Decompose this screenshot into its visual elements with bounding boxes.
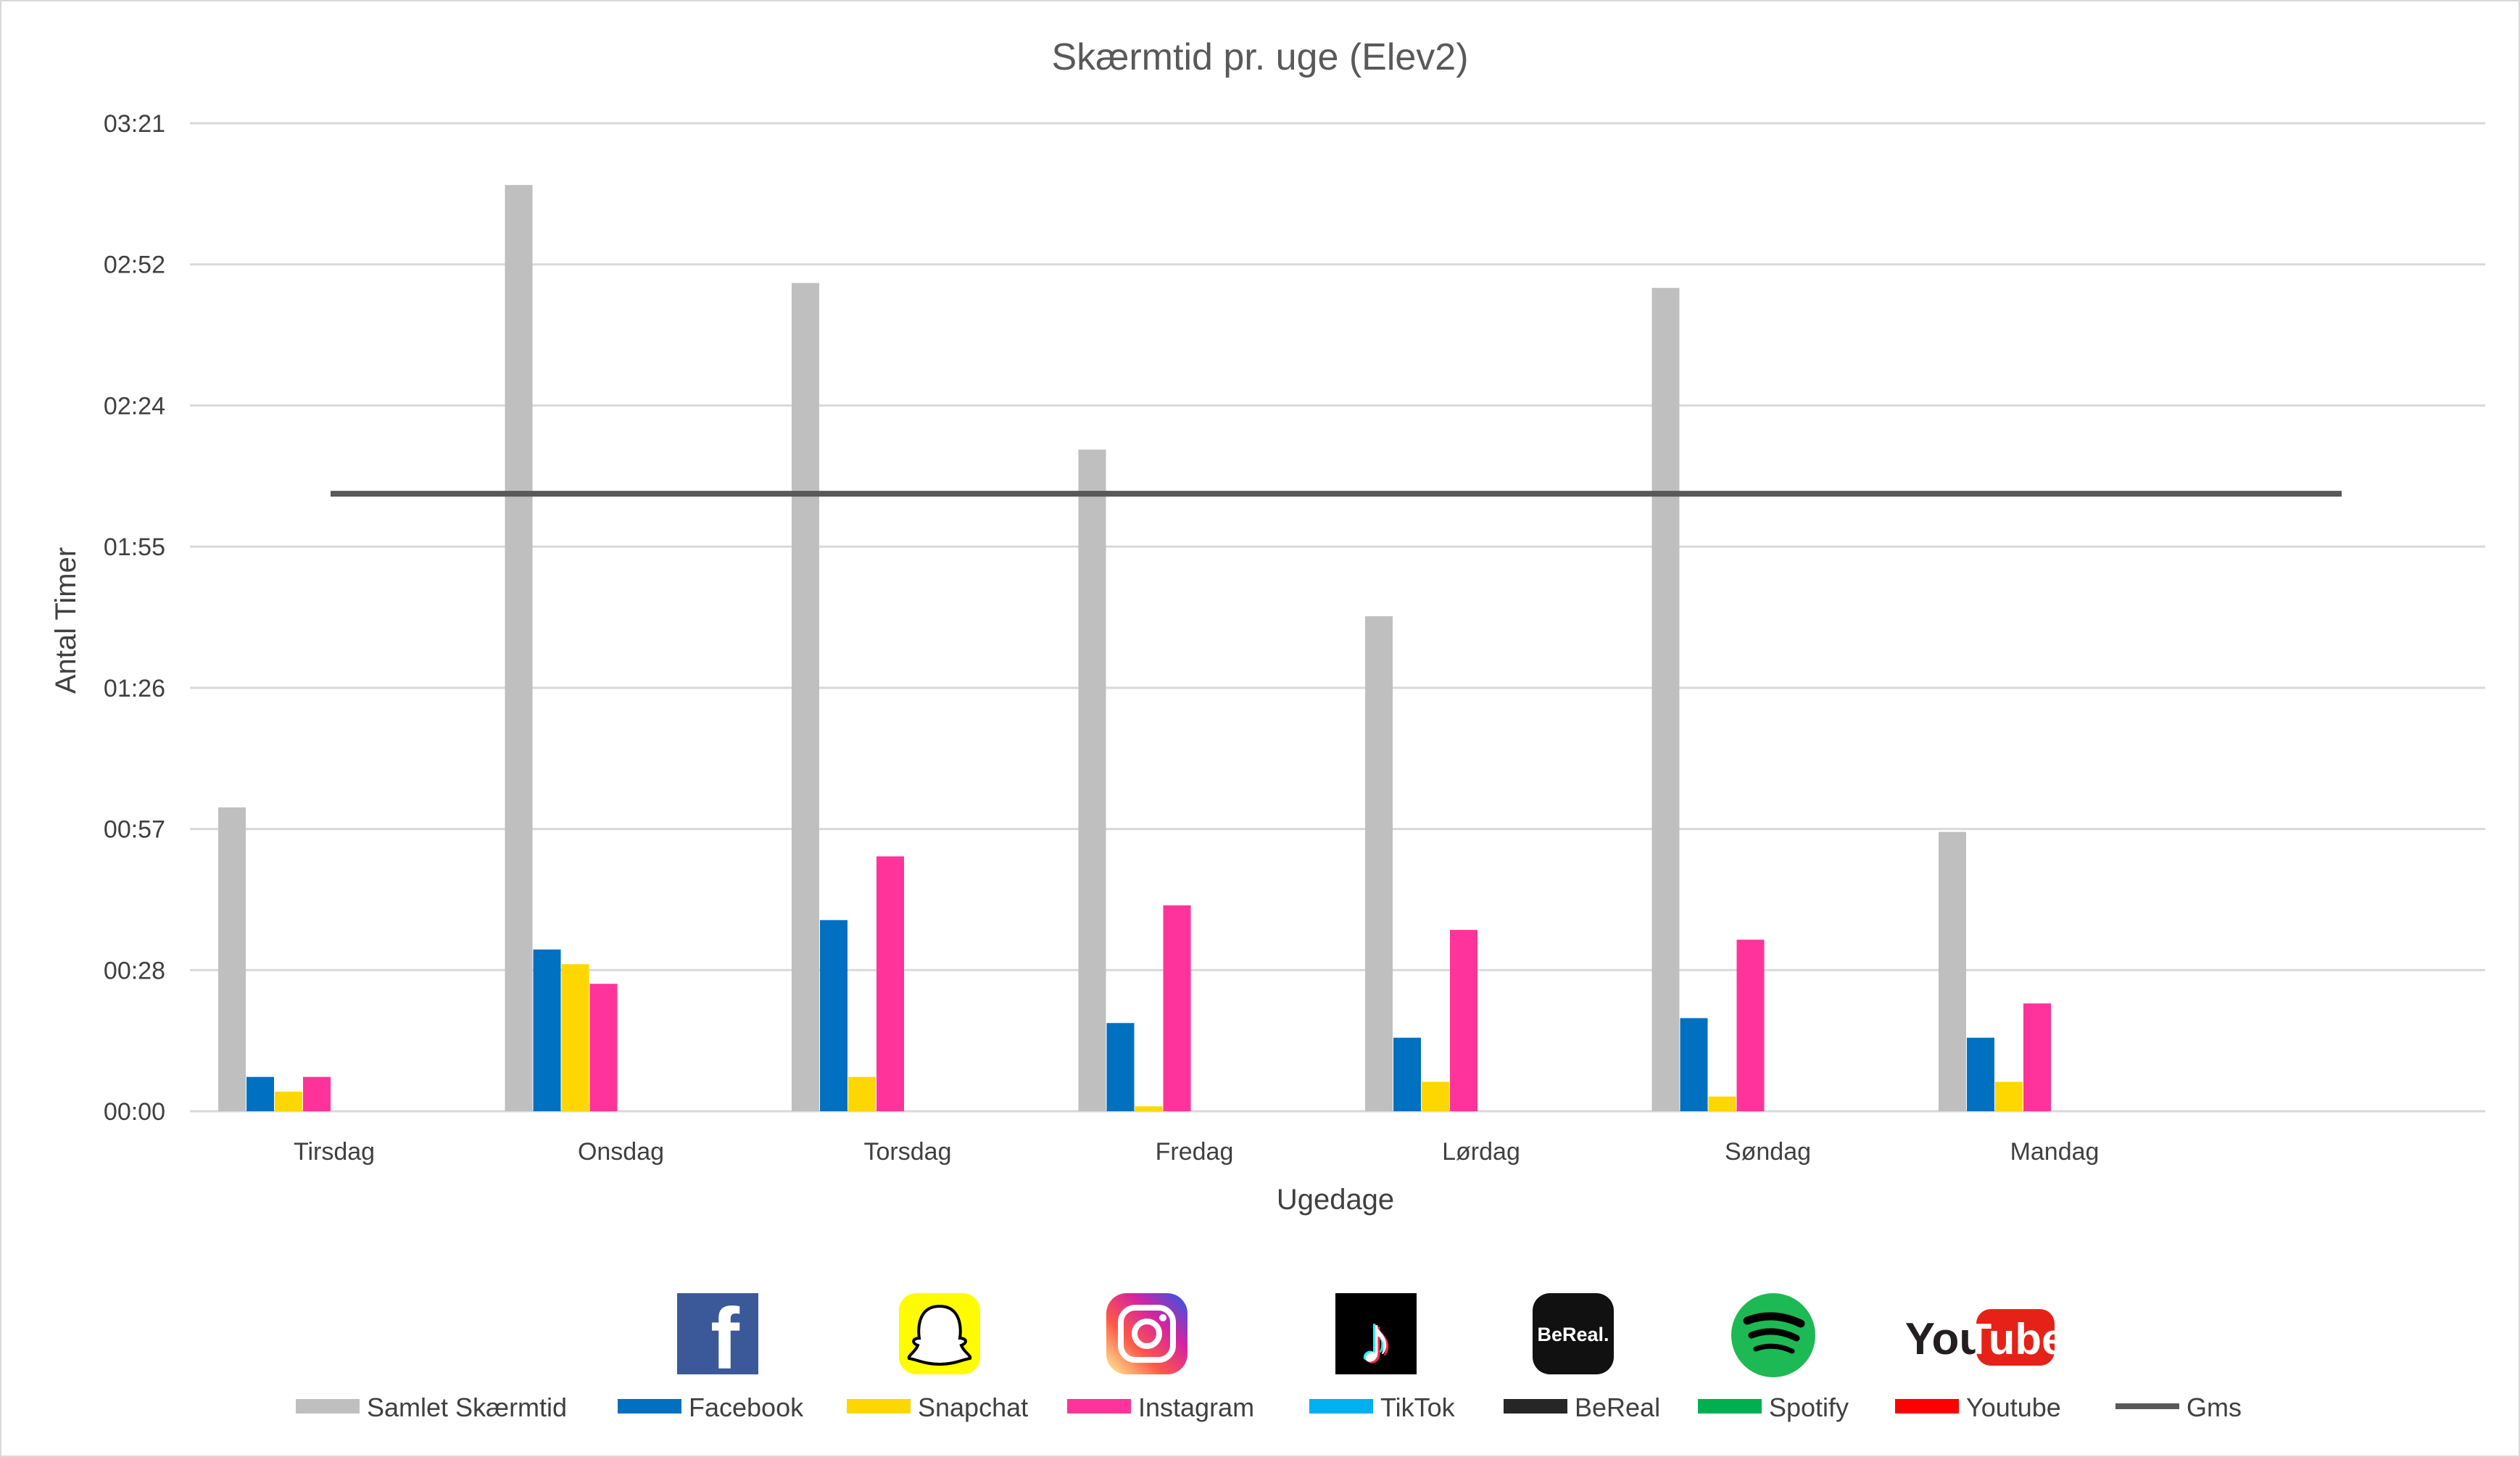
bar-facebook-onsdag — [533, 949, 561, 1111]
bar-snapchat-fredag — [1135, 1106, 1163, 1111]
svg-text:Tube: Tube — [1965, 1315, 2066, 1363]
bar-samlet-skærmtid-lørdag — [1365, 616, 1393, 1111]
legend-swatch — [1067, 1399, 1131, 1414]
legend-swatch — [1895, 1399, 1959, 1414]
tiktok-logo-icon: ♪♪♪ — [1335, 1293, 1417, 1379]
bereal-logo-icon: BeReal. — [1533, 1293, 1614, 1374]
legend-label: Spotify — [1769, 1392, 1849, 1422]
legend-item-samlet-skærmtid: Samlet Skærmtid — [296, 1392, 567, 1422]
spotify-logo-icon — [1731, 1293, 1815, 1377]
svg-text:BeReal.: BeReal. — [1537, 1324, 1609, 1345]
bar-instagram-mandag — [2023, 1003, 2051, 1111]
legend-item-spotify: Spotify — [1698, 1392, 1849, 1422]
bar-instagram-søndag — [1736, 939, 1765, 1111]
facebook-logo-icon: f — [677, 1290, 758, 1387]
legend-label: Samlet Skærmtid — [367, 1392, 567, 1422]
bar-samlet-skærmtid-mandag — [1939, 831, 1966, 1111]
bar-facebook-tirsdag — [246, 1076, 274, 1111]
bar-snapchat-søndag — [1708, 1096, 1736, 1111]
snapchat-logo-icon — [899, 1293, 980, 1374]
legend-label: Youtube — [1966, 1392, 2061, 1422]
svg-text:♪: ♪ — [1357, 1302, 1390, 1376]
bar-instagram-onsdag — [589, 984, 618, 1111]
x-axis-title: Ugedage — [1277, 1184, 1394, 1216]
svg-text:♪: ♪ — [1361, 1305, 1395, 1379]
bar-instagram-torsdag — [876, 856, 904, 1111]
bar-instagram-tirsdag — [303, 1076, 331, 1111]
x-tick-label: Tirsdag — [294, 1138, 375, 1166]
bar-samlet-skærmtid-tirsdag — [218, 807, 246, 1111]
y-tick-label: 02:24 — [104, 392, 165, 420]
y-axis-tick-labels: 00:00 00:28 00:57 01:26 01:55 02:24 02:52 03:21 — [104, 110, 165, 1126]
legend-item-instagram: Instagram — [1067, 1392, 1254, 1422]
y-tick-label: 02:52 — [104, 252, 165, 279]
x-tick-label: Fredag — [1156, 1138, 1234, 1166]
legend-label: Facebook — [689, 1392, 804, 1422]
y-axis-title: Antal Timer — [50, 547, 82, 694]
legend-item-tiktok: TikTok — [1309, 1392, 1456, 1422]
y-tick-label: 00:57 — [104, 816, 165, 844]
bar-snapchat-mandag — [1995, 1082, 2023, 1111]
bar-snapchat-onsdag — [561, 964, 589, 1111]
instagram-logo-icon — [1106, 1293, 1188, 1374]
y-tick-label: 00:28 — [104, 957, 165, 984]
bar-snapchat-lørdag — [1422, 1082, 1449, 1111]
legend-label: Snapchat — [918, 1392, 1028, 1422]
legend-swatch — [1309, 1399, 1373, 1414]
legend-swatch — [296, 1399, 360, 1414]
x-tick-label: Søndag — [1725, 1138, 1811, 1166]
bar-facebook-torsdag — [820, 920, 847, 1111]
svg-text:♪: ♪ — [1359, 1303, 1393, 1377]
y-tick-label: 01:55 — [104, 534, 165, 561]
x-tick-label: Mandag — [2010, 1138, 2100, 1166]
legend-label: BeReal — [1575, 1392, 1660, 1422]
legend-item-snapchat: Snapchat — [847, 1392, 1028, 1422]
legend-label: Instagram — [1138, 1392, 1254, 1422]
bar-snapchat-tirsdag — [275, 1091, 302, 1111]
legend-item-gms: Gms — [2115, 1392, 2242, 1422]
bar-facebook-mandag — [1967, 1037, 1994, 1111]
legend-label: TikTok — [1380, 1392, 1456, 1422]
legend-swatch — [618, 1399, 681, 1414]
legend-swatch — [1698, 1399, 1762, 1414]
x-axis-tick-labels: Tirsdag Onsdag Torsdag Fredag Lørdag Søndag Ma… — [294, 1138, 2100, 1166]
legend: Samlet Skærmtid Facebook Snapchat Instagram… — [296, 1392, 2242, 1422]
bar-instagram-lørdag — [1450, 929, 1477, 1111]
y-tick-label: 00:00 — [104, 1098, 165, 1126]
legend-item-bereal: BeReal — [1504, 1392, 1660, 1422]
legend-swatch — [1504, 1399, 1567, 1414]
bar-samlet-skærmtid-søndag — [1651, 288, 1680, 1112]
svg-text:f: f — [710, 1290, 740, 1387]
bars — [218, 185, 2051, 1112]
chart-title: Skærmtid pr. uge (Elev2) — [1051, 36, 1468, 78]
x-tick-label: Onsdag — [578, 1138, 664, 1166]
x-tick-label: Torsdag — [864, 1138, 952, 1166]
y-tick-label: 03:21 — [104, 110, 165, 138]
legend-swatch — [847, 1399, 911, 1414]
x-tick-label: Lørdag — [1442, 1138, 1520, 1166]
legend-item-youtube: Youtube — [1895, 1392, 2061, 1422]
bar-samlet-skærmtid-fredag — [1078, 449, 1106, 1111]
legend-item-facebook: Facebook — [618, 1392, 804, 1422]
bar-samlet-skærmtid-onsdag — [505, 185, 533, 1111]
bar-facebook-lørdag — [1393, 1037, 1421, 1111]
y-tick-label: 01:26 — [104, 675, 165, 702]
bar-snapchat-torsdag — [848, 1076, 876, 1111]
bar-facebook-søndag — [1680, 1018, 1708, 1111]
legend-label: Gms — [2187, 1392, 2242, 1422]
bar-instagram-fredag — [1163, 905, 1191, 1111]
svg-text:You: You — [1905, 1314, 1987, 1364]
bar-samlet-skærmtid-torsdag — [792, 283, 819, 1111]
bar-facebook-fredag — [1106, 1023, 1135, 1111]
